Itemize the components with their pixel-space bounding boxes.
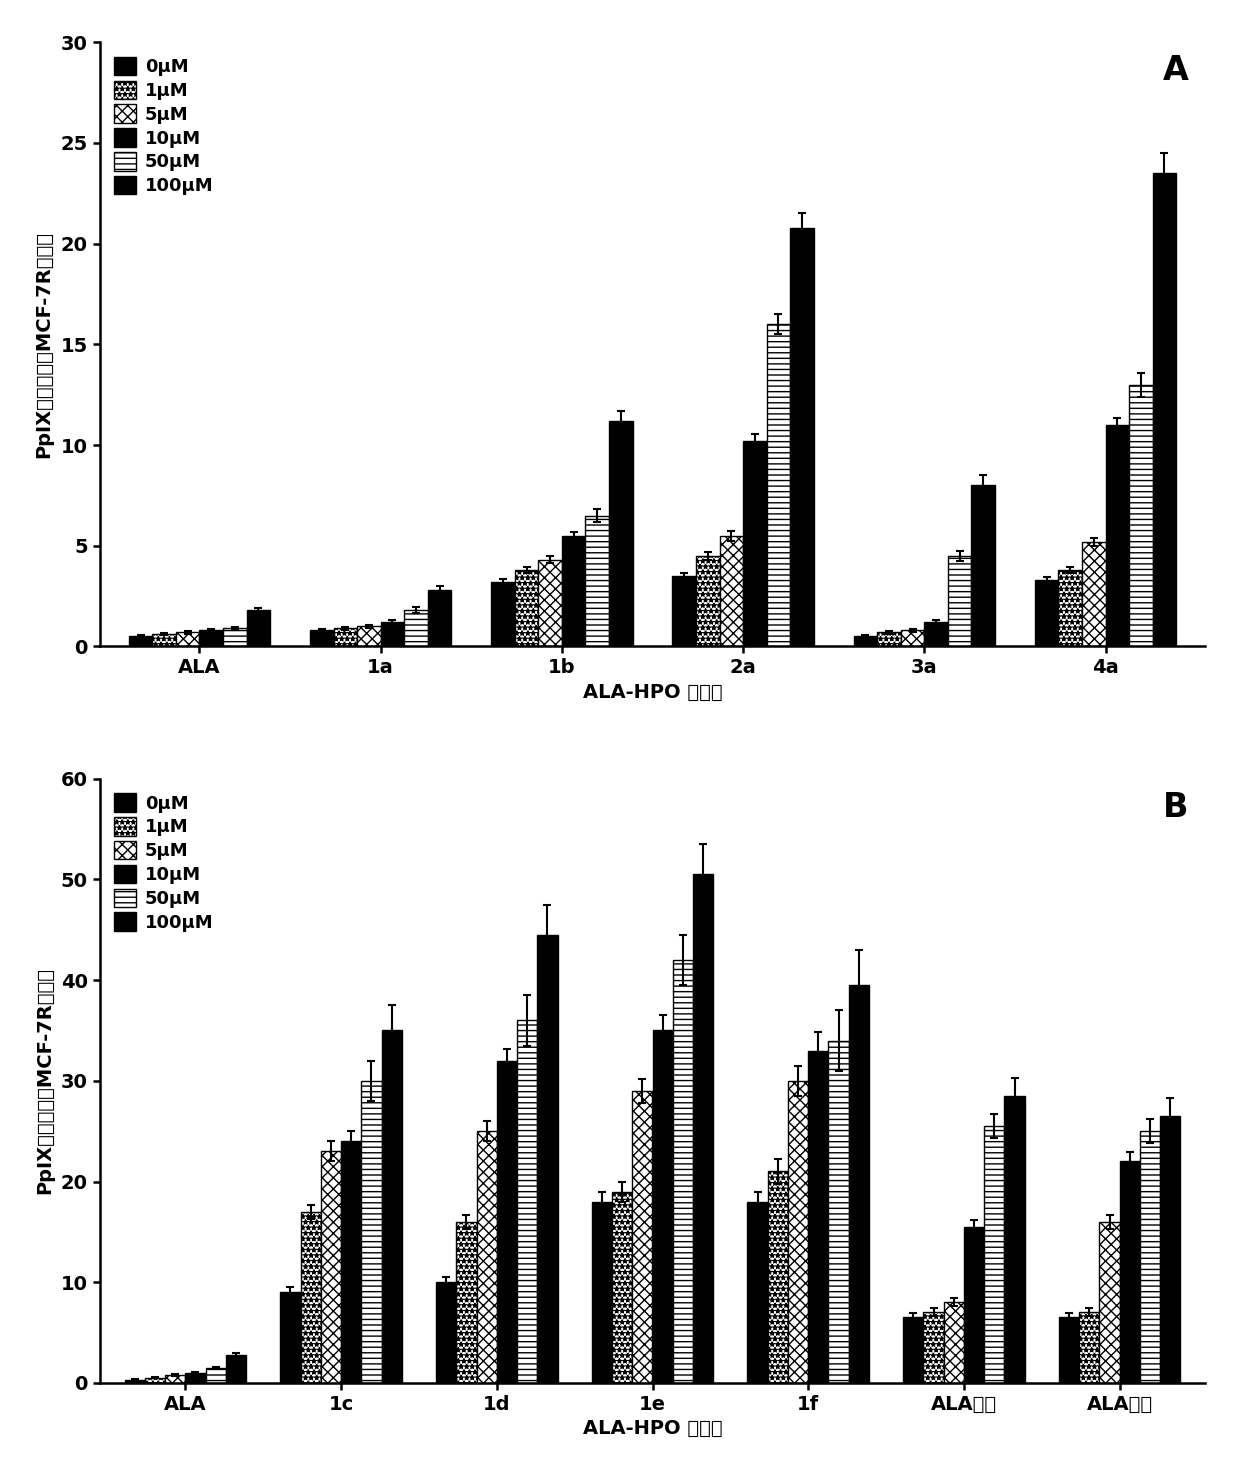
Bar xyxy=(613,1192,632,1383)
Bar xyxy=(334,629,357,647)
Bar xyxy=(517,1021,537,1383)
Bar xyxy=(1161,1117,1180,1383)
Bar xyxy=(562,536,585,647)
Bar xyxy=(404,610,428,647)
Bar xyxy=(206,1368,226,1383)
Bar xyxy=(382,1031,402,1383)
Y-axis label: PpIX荺光强度（MCF-7R细胞）: PpIX荺光强度（MCF-7R细胞） xyxy=(35,968,55,1195)
Bar xyxy=(1130,384,1153,647)
Bar xyxy=(971,485,994,647)
Bar xyxy=(1059,570,1083,647)
Bar xyxy=(743,440,766,647)
Bar xyxy=(226,1355,246,1383)
Y-axis label: PpIX荺光强度（MCF-7R细胞）: PpIX荺光强度（MCF-7R细胞） xyxy=(35,231,53,458)
Bar xyxy=(828,1040,848,1383)
Bar xyxy=(787,1081,808,1383)
Bar xyxy=(153,635,176,647)
Bar xyxy=(280,1292,300,1383)
Bar xyxy=(947,555,971,647)
Bar xyxy=(185,1373,206,1383)
Bar xyxy=(1153,174,1177,647)
Bar xyxy=(693,875,713,1383)
Bar xyxy=(1004,1096,1024,1383)
Bar xyxy=(165,1374,185,1383)
Bar xyxy=(145,1377,165,1383)
Bar xyxy=(1106,424,1130,647)
Bar xyxy=(300,1212,321,1383)
Bar xyxy=(924,622,947,647)
Bar xyxy=(538,560,562,647)
Bar xyxy=(944,1302,963,1383)
Bar xyxy=(223,629,247,647)
Bar xyxy=(341,1142,361,1383)
Bar xyxy=(1100,1221,1120,1383)
Bar xyxy=(125,1380,145,1383)
Bar xyxy=(200,630,223,647)
Bar xyxy=(428,591,451,647)
Bar xyxy=(176,632,200,647)
Legend: 0μM, 1μM, 5μM, 10μM, 50μM, 100μM: 0μM, 1μM, 5μM, 10μM, 50μM, 100μM xyxy=(109,52,219,200)
Legend: 0μM, 1μM, 5μM, 10μM, 50μM, 100μM: 0μM, 1μM, 5μM, 10μM, 50μM, 100μM xyxy=(109,788,219,937)
Bar xyxy=(609,421,632,647)
Bar xyxy=(1120,1161,1140,1383)
Bar xyxy=(537,935,558,1383)
Bar xyxy=(361,1081,382,1383)
Bar xyxy=(357,626,381,647)
Bar xyxy=(1035,580,1059,647)
Bar xyxy=(673,960,693,1383)
Bar xyxy=(652,1031,673,1383)
Bar xyxy=(853,636,877,647)
X-axis label: ALA-HPO 缀合物: ALA-HPO 缀合物 xyxy=(583,683,723,701)
Bar xyxy=(766,324,790,647)
Bar xyxy=(672,576,696,647)
Bar xyxy=(696,555,719,647)
Bar xyxy=(515,570,538,647)
Bar xyxy=(1140,1131,1161,1383)
Bar xyxy=(456,1221,476,1383)
Bar xyxy=(748,1202,768,1383)
Bar xyxy=(321,1152,341,1383)
Bar xyxy=(436,1282,456,1383)
Bar xyxy=(900,630,924,647)
Bar xyxy=(848,985,869,1383)
Bar xyxy=(247,610,270,647)
Bar xyxy=(1059,1317,1079,1383)
X-axis label: ALA-HPO 缀合物: ALA-HPO 缀合物 xyxy=(583,1420,723,1438)
Bar xyxy=(877,632,900,647)
Bar xyxy=(310,630,334,647)
Bar xyxy=(719,536,743,647)
Bar xyxy=(790,227,813,647)
Bar xyxy=(381,622,404,647)
Bar xyxy=(476,1131,497,1383)
Bar xyxy=(1079,1312,1100,1383)
Bar xyxy=(963,1227,985,1383)
Bar xyxy=(585,516,609,647)
Bar xyxy=(808,1050,828,1383)
Text: A: A xyxy=(1163,55,1189,87)
Bar xyxy=(924,1312,944,1383)
Bar xyxy=(1083,542,1106,647)
Bar xyxy=(491,582,515,647)
Bar xyxy=(129,636,153,647)
Bar xyxy=(985,1127,1004,1383)
Bar xyxy=(903,1317,924,1383)
Text: B: B xyxy=(1163,791,1189,823)
Bar xyxy=(632,1091,652,1383)
Bar xyxy=(768,1171,787,1383)
Bar xyxy=(497,1061,517,1383)
Bar xyxy=(591,1202,613,1383)
